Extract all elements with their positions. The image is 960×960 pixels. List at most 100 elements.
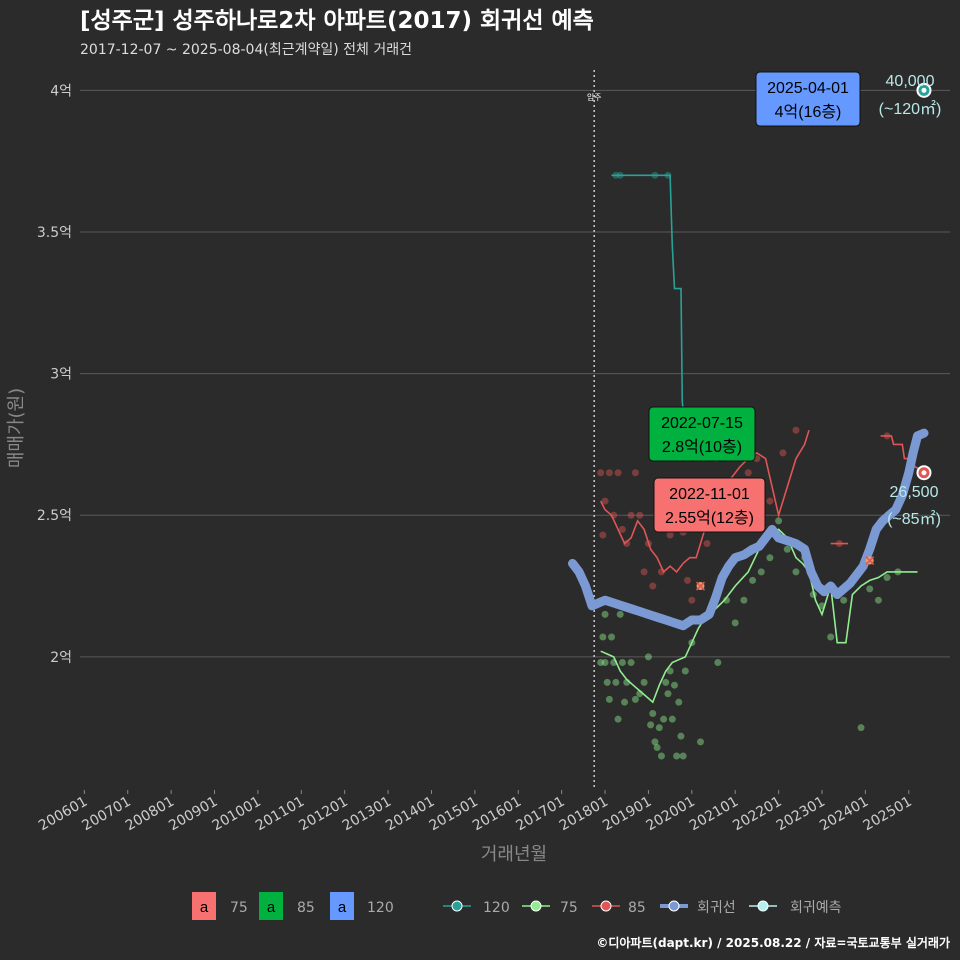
scatter-point-85 xyxy=(618,525,626,533)
scatter-point-75 xyxy=(660,715,668,723)
legend-label-85: 85 xyxy=(628,900,646,916)
scatter-point-85 xyxy=(688,596,696,604)
scatter-point-85 xyxy=(779,449,787,457)
callout-value: 2.8억(10층) xyxy=(662,438,742,456)
side-label-price: 26,500 xyxy=(890,484,939,501)
scatter-point-85 xyxy=(601,497,609,505)
scatter-point-75 xyxy=(857,724,865,732)
scatter-point-75 xyxy=(597,659,605,667)
scatter-point-75 xyxy=(627,659,635,667)
legend-label-75: 75 xyxy=(560,900,578,916)
callout-date: 2022-11-01 xyxy=(669,486,750,503)
legend-label-120: 120 xyxy=(367,900,394,916)
legend-dot-회귀선 xyxy=(668,900,680,912)
scatter-point-75 xyxy=(605,695,613,703)
scatter-point-75 xyxy=(670,681,678,689)
scatter-point-75 xyxy=(653,744,661,752)
scatter-point-75 xyxy=(675,698,683,706)
move-in-marker: 입주 xyxy=(587,70,602,790)
callout-2025-04-01: 2025-04-01 4억(16층) xyxy=(755,71,861,127)
scatter-point-85 xyxy=(766,497,774,505)
series-line-75 xyxy=(600,528,918,704)
scatter-point-75 xyxy=(647,721,655,729)
legend-dot-75 xyxy=(530,900,542,912)
scatter-point-85 xyxy=(636,511,644,519)
legend-key-box-85 xyxy=(259,892,283,920)
scatter-point-75 xyxy=(601,659,609,667)
legend-dot-85 xyxy=(600,900,612,912)
legend-label-회귀선: 회귀선 xyxy=(697,900,736,916)
y-axis-title: 매매가(원) xyxy=(6,388,27,468)
scatter-point-85 xyxy=(744,469,752,477)
scatter-point-75 xyxy=(866,585,874,593)
scatter-point-75 xyxy=(714,659,722,667)
gridlines xyxy=(80,89,950,658)
scatter-point-85 xyxy=(640,568,648,576)
y-tick-label: 4억 xyxy=(50,83,72,99)
legend-key-box-75 xyxy=(192,892,216,920)
callout-box xyxy=(653,477,766,533)
scatter-point-85 xyxy=(792,426,800,434)
regression-path xyxy=(568,428,929,631)
scatter-point-75 xyxy=(657,752,665,760)
y-tick-label: 2억 xyxy=(50,650,72,666)
scatter-point-85 xyxy=(605,469,613,477)
series-line-85 xyxy=(599,429,810,574)
scatter-point-75 xyxy=(874,596,882,604)
cross-mark xyxy=(865,556,875,566)
scatter-point-75 xyxy=(827,633,835,641)
legend: a 75 a 85 a 120 120 75 85 회귀선 회귀예측 xyxy=(192,892,842,920)
scatter-point-75 xyxy=(612,678,620,686)
legend-label-75: 75 xyxy=(230,900,248,916)
scatter-point-75 xyxy=(696,738,704,746)
callout-value: 2.55억(12층) xyxy=(665,509,754,527)
side-label-price: 40,000 xyxy=(886,73,935,90)
legend-label-120: 120 xyxy=(483,900,510,916)
scatter-point-85 xyxy=(631,469,639,477)
side-label-area: (~120㎡) xyxy=(879,100,942,118)
scatter-point-85 xyxy=(666,531,674,539)
callout-2022-07-15: 2022-07-15 2.8억(10층) xyxy=(648,406,756,462)
scatter-point-75 xyxy=(655,724,663,732)
scatter-point-75 xyxy=(666,667,674,675)
scatter-point-75 xyxy=(644,653,652,661)
callout-labels: 2025-04-014억(16층)2022-07-152.8억(10층)2022… xyxy=(648,71,861,533)
callout-date: 2022-07-15 xyxy=(661,415,743,432)
scatter-point-75 xyxy=(677,732,685,740)
scatter-point-75 xyxy=(608,633,616,641)
forecast-point-center xyxy=(921,470,927,476)
legend-key-box-120 xyxy=(330,892,354,920)
scatter-point-75 xyxy=(840,596,848,604)
scatter-point-85 xyxy=(597,469,605,477)
scatter-point-75 xyxy=(601,610,609,618)
scatter-point-75 xyxy=(603,678,611,686)
scatter-point-75 xyxy=(749,576,757,584)
scatter-point-85 xyxy=(614,469,622,477)
scatter-point-75 xyxy=(679,752,687,760)
scatter-point-75 xyxy=(783,545,791,553)
cross-mark xyxy=(695,581,706,591)
scatter-point-75 xyxy=(757,568,765,576)
scatter-point-85 xyxy=(649,582,657,590)
scatter-point-75 xyxy=(662,678,670,686)
regression-line xyxy=(568,428,929,631)
scatter-point-75 xyxy=(640,678,648,686)
scatter-point-85 xyxy=(703,540,711,548)
scatter-point-75 xyxy=(621,698,629,706)
legend-label-회귀예측: 회귀예측 xyxy=(790,900,842,916)
scatter-point-75 xyxy=(649,710,657,718)
scatter-points xyxy=(597,171,902,760)
scatter-point-75 xyxy=(664,690,672,698)
move-in-label: 입주 xyxy=(587,93,602,102)
x-axis-title: 거래년월 xyxy=(481,844,547,865)
scatter-point-75 xyxy=(681,667,689,675)
scatter-point-75 xyxy=(792,568,800,576)
legend-key-glyph: a xyxy=(200,899,209,916)
scatter-point-75 xyxy=(618,659,626,667)
scatter-point-85 xyxy=(627,511,635,519)
scatter-point-75 xyxy=(599,633,607,641)
y-tick-label: 3.5억 xyxy=(37,225,72,241)
legend-key-glyph: a xyxy=(338,899,347,916)
